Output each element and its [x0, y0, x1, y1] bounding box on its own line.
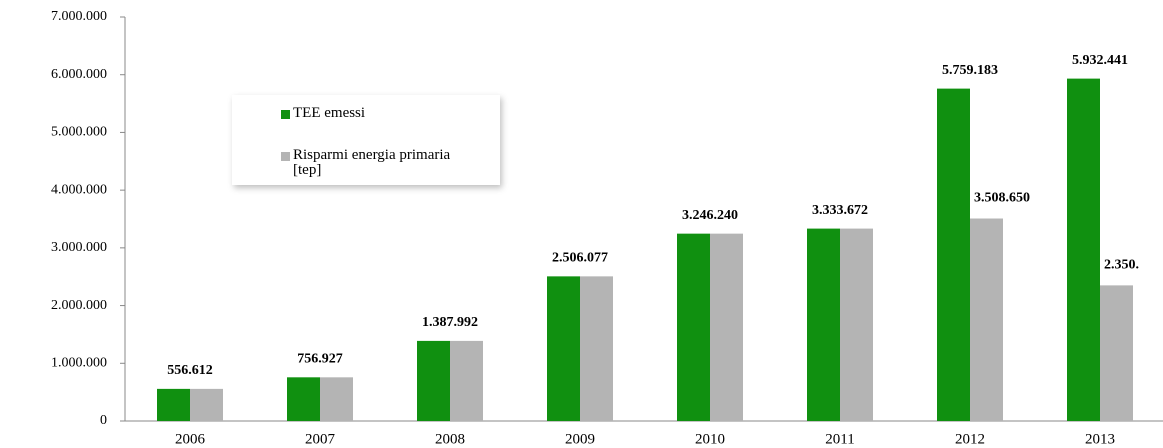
data-label: 2.506.077: [552, 251, 608, 266]
bar: [157, 388, 190, 421]
y-tick-label: 2.000.000: [51, 298, 107, 313]
legend: TEE emessi Risparmi energia primaria [tep…: [232, 95, 500, 185]
legend-swatch: [281, 152, 290, 161]
y-tick-label: 0: [100, 413, 107, 428]
x-tick-label: 2008: [435, 431, 465, 447]
data-label: 1.387.992: [422, 315, 478, 330]
x-tick-label: 2007: [305, 431, 336, 447]
y-tick-label: 3.000.000: [51, 240, 107, 255]
bar: [190, 388, 223, 421]
data-label: 3.333.672: [812, 203, 868, 218]
legend-item: Risparmi energia primaria [tep]: [281, 148, 453, 178]
bar: [1100, 285, 1133, 421]
legend-item: TEE emessi: [281, 106, 453, 121]
bar: [970, 218, 1003, 421]
legend-label: TEE emessi: [293, 105, 366, 121]
data-label: 556.612: [167, 363, 213, 378]
y-tick-label: 1.000.000: [51, 356, 107, 371]
x-tick-label: 2010: [695, 431, 725, 447]
bar: [417, 340, 450, 421]
x-tick-label: 2012: [955, 431, 985, 447]
y-tick-label: 6.000.000: [51, 67, 107, 82]
bar: [580, 276, 613, 421]
x-tick-label: 2011: [825, 431, 854, 447]
bar: [287, 377, 320, 421]
data-label: 2.350.: [1104, 258, 1139, 273]
bar: [840, 228, 873, 421]
legend-label: Risparmi energia primaria [tep]: [293, 147, 451, 178]
bar: [547, 276, 580, 421]
x-tick-label: 2009: [565, 431, 595, 447]
data-label: 756.927: [297, 352, 343, 367]
bar: [677, 233, 710, 421]
y-tick-label: 5.000.000: [51, 125, 107, 140]
data-label: 5.759.183: [942, 63, 998, 78]
bar: [450, 340, 483, 421]
x-tick-label: 2006: [175, 431, 206, 447]
bar: [937, 88, 970, 422]
bar: [1067, 78, 1100, 421]
data-label: 3.246.240: [682, 208, 738, 223]
bar: [320, 377, 353, 421]
y-tick-label: 7.000.000: [51, 9, 107, 24]
y-tick-label: 4.000.000: [51, 182, 107, 197]
bar: [807, 228, 840, 421]
x-tick-label: 2013: [1085, 431, 1115, 447]
data-label: 3.508.650: [974, 191, 1030, 206]
bar: [710, 233, 743, 421]
legend-swatch: [281, 110, 290, 119]
data-label: 5.932.441: [1072, 53, 1128, 68]
